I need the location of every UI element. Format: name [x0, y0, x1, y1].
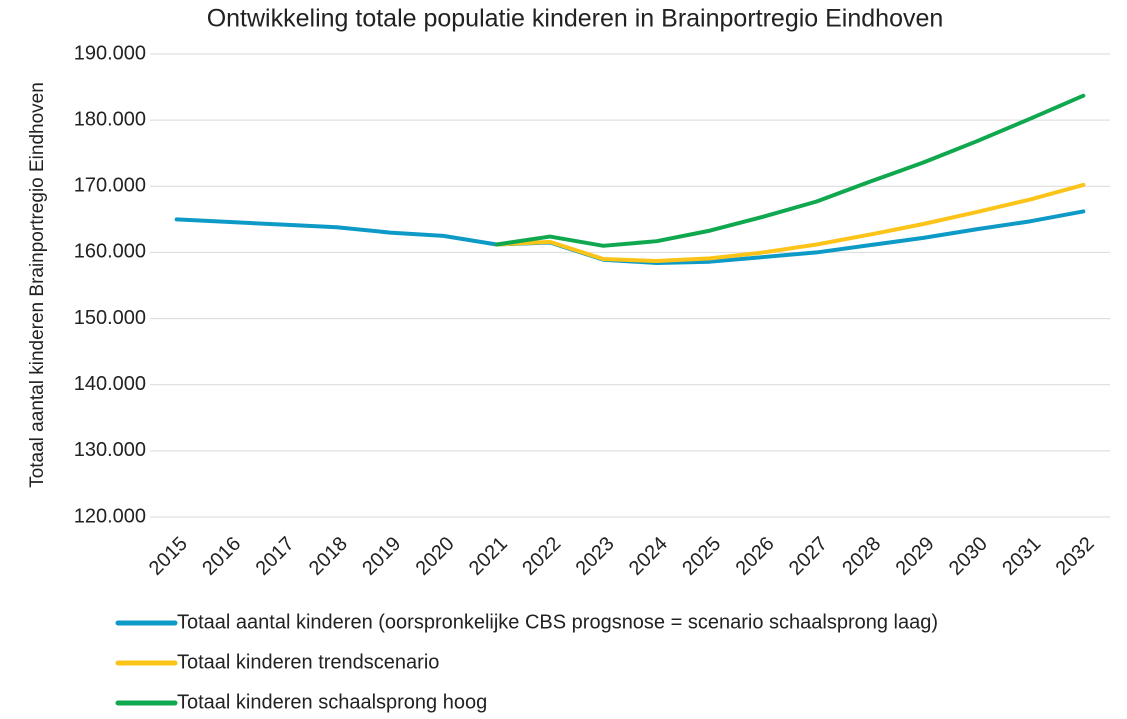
x-tick-label: 2027 [785, 533, 832, 580]
y-tick-label: 190.000 [74, 42, 146, 64]
x-tick-label: 2019 [358, 533, 405, 580]
y-tick-label: 160.000 [74, 241, 146, 263]
legend-label: Totaal kinderen trendscenario [177, 651, 439, 673]
x-tick-label: 2021 [465, 533, 512, 580]
y-tick-label: 130.000 [74, 439, 146, 461]
y-tick-label: 150.000 [74, 307, 146, 329]
series-line [494, 93, 1086, 248]
series-line [494, 182, 1086, 264]
x-tick-label: 2025 [678, 533, 725, 580]
legend-label: Totaal aantal kinderen (oorspronkelijke … [177, 611, 938, 633]
x-tick-label: 2020 [412, 533, 459, 580]
x-tick-label: 2024 [625, 533, 672, 580]
x-tick-label: 2031 [998, 533, 1045, 580]
x-tick-label: 2032 [1052, 533, 1099, 580]
chart-title: Ontwikkeling totale populatie kinderen i… [207, 5, 944, 33]
x-tick-label: 2018 [305, 533, 352, 580]
x-tick-label: 2015 [145, 533, 192, 580]
x-tick-label: 2029 [892, 533, 939, 580]
x-tick-label: 2026 [732, 533, 779, 580]
y-tick-label: 180.000 [74, 108, 146, 130]
y-tick-label: 120.000 [74, 505, 146, 527]
x-tick-label: 2022 [518, 533, 565, 580]
x-tick-label: 2023 [572, 533, 619, 580]
x-tick-label: 2028 [838, 533, 885, 580]
x-tick-label: 2017 [252, 533, 299, 580]
y-tick-label: 140.000 [74, 373, 146, 395]
x-tick-label: 2016 [198, 533, 245, 580]
legend-label: Totaal kinderen schaalsprong hoog [177, 691, 487, 713]
x-tick-label: 2030 [945, 533, 992, 580]
y-axis-label: Totaal aantal kinderen Brainportregio Ei… [27, 82, 48, 488]
y-tick-label: 170.000 [74, 175, 146, 197]
